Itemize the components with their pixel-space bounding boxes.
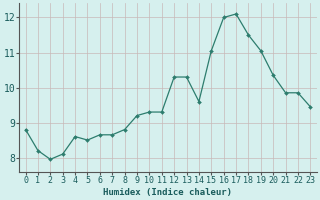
X-axis label: Humidex (Indice chaleur): Humidex (Indice chaleur)	[103, 188, 232, 197]
